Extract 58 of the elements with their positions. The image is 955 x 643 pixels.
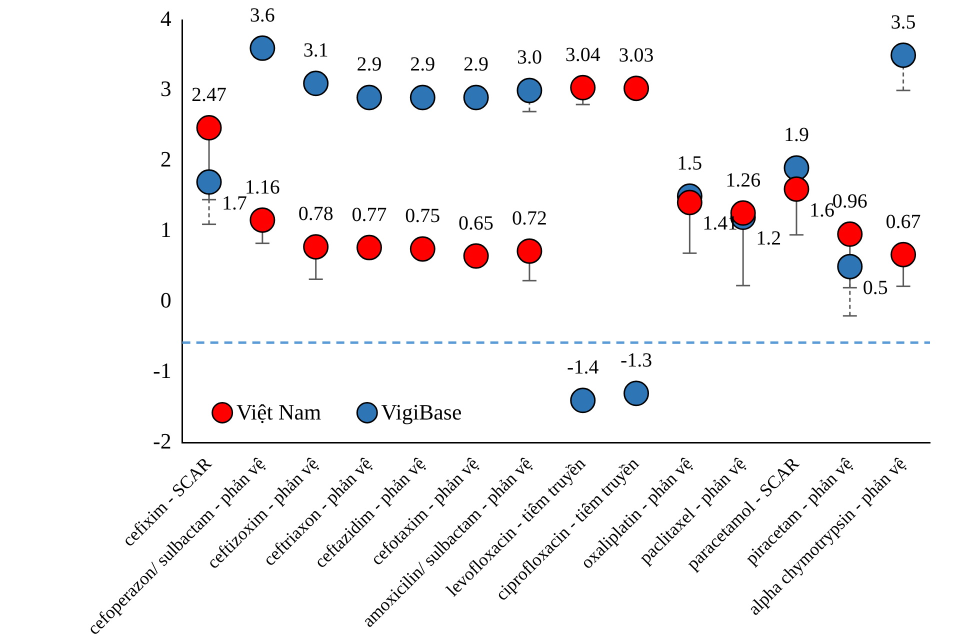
data-label: 3.03 xyxy=(618,44,654,67)
point xyxy=(676,190,702,216)
y-tick-label: -2 xyxy=(153,428,172,454)
point xyxy=(890,242,916,268)
point xyxy=(303,234,329,260)
point xyxy=(196,169,222,195)
y-tick-label: 0 xyxy=(160,288,172,313)
point xyxy=(784,176,810,202)
data-label: 3.5 xyxy=(890,11,916,34)
point xyxy=(624,380,650,406)
data-label: 2.9 xyxy=(410,54,436,76)
data-label: 0.75 xyxy=(405,205,440,228)
data-label: 1.9 xyxy=(784,124,809,146)
point xyxy=(410,84,436,110)
data-label: 2.9 xyxy=(356,54,382,76)
data-label: 3.6 xyxy=(250,4,275,26)
data-label: 0.77 xyxy=(352,204,387,226)
legend-label: VigiBase xyxy=(381,399,462,424)
data-label: 1.26 xyxy=(726,169,761,192)
point xyxy=(570,74,596,100)
data-label: 0.72 xyxy=(512,207,547,230)
point xyxy=(356,84,382,110)
y-tick-label: 4 xyxy=(160,6,172,31)
point xyxy=(570,388,596,414)
data-label: 0.65 xyxy=(458,212,494,234)
data-label: -1.4 xyxy=(567,356,599,379)
data-label: 3.1 xyxy=(303,40,328,62)
data-label: 1.6 xyxy=(809,199,834,222)
data-label: 1.2 xyxy=(756,228,782,250)
data-label: 0.5 xyxy=(862,276,888,299)
y-tick-label: -1 xyxy=(153,358,172,384)
data-label: 1.7 xyxy=(222,192,248,214)
data-label: 3.04 xyxy=(565,44,600,66)
point xyxy=(250,207,276,233)
y-tick-label: 1 xyxy=(160,217,172,242)
point xyxy=(624,76,650,102)
y-tick-label: 3 xyxy=(160,76,172,102)
point xyxy=(303,70,329,96)
data-label: 2.47 xyxy=(192,84,227,106)
point xyxy=(516,78,542,104)
point xyxy=(356,234,382,260)
point xyxy=(196,115,222,141)
point xyxy=(837,221,863,247)
legend-label: Việt Nam xyxy=(236,399,322,424)
point xyxy=(837,254,863,280)
point xyxy=(250,35,276,61)
point xyxy=(410,236,436,262)
data-label: 1.5 xyxy=(677,152,702,174)
point xyxy=(463,243,489,269)
data-label: 0.78 xyxy=(298,203,334,226)
point xyxy=(516,238,542,264)
point xyxy=(463,84,489,110)
point xyxy=(890,42,916,68)
data-label: -1.3 xyxy=(620,350,652,372)
data-label: 2.9 xyxy=(464,54,489,76)
y-tick-label: 2 xyxy=(160,146,172,172)
data-label: 3.0 xyxy=(516,46,542,69)
data-label: 0.67 xyxy=(886,210,921,233)
